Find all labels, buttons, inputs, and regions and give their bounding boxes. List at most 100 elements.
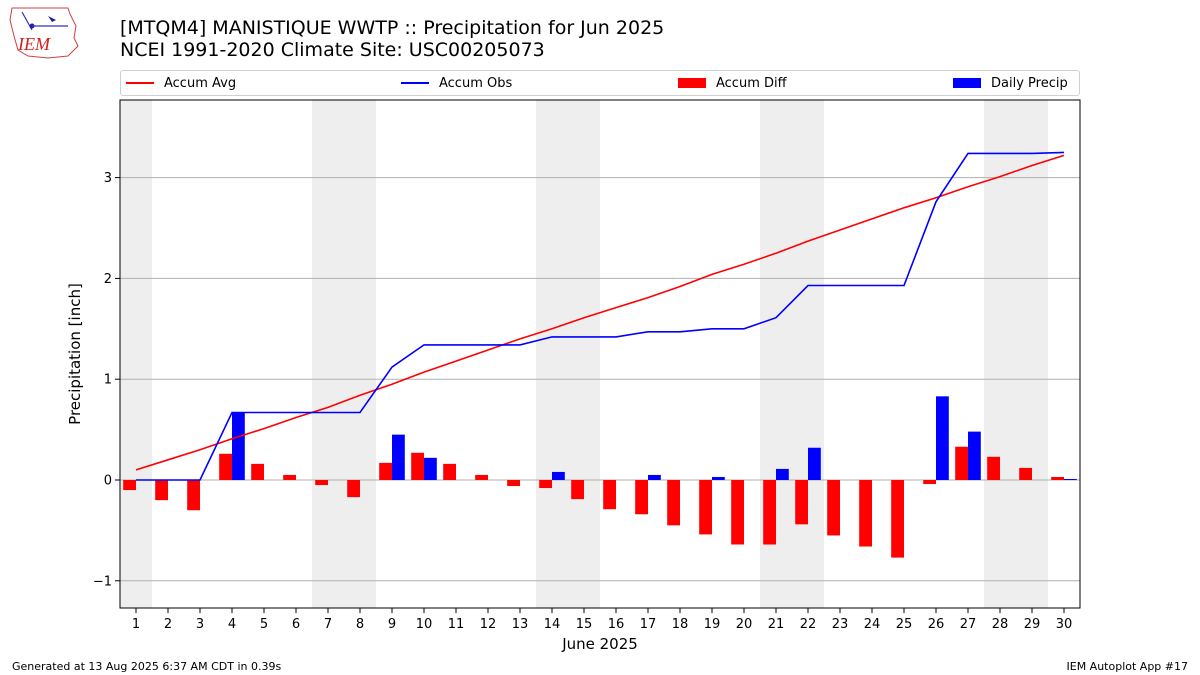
logo-text: IEM	[17, 34, 51, 54]
chart-subtitle: NCEI 1991-2020 Climate Site: USC00205073	[120, 39, 545, 61]
x-tick-label: 5	[260, 617, 268, 632]
legend: Accum Avg Accum Obs Accum Diff Daily Pre…	[120, 70, 1080, 96]
accum-diff-bar	[507, 479, 520, 487]
x-tick-label: 11	[448, 617, 465, 632]
x-tick-label: 30	[1056, 617, 1073, 632]
legend-label-accum-avg: Accum Avg	[164, 75, 237, 91]
accum-diff-bar	[571, 479, 584, 500]
x-tick-label: 16	[608, 617, 625, 632]
accum-diff-bar	[443, 463, 456, 480]
x-tick-label: 25	[896, 617, 913, 632]
accum-diff-bar	[251, 463, 264, 480]
accum-diff-bar	[1019, 467, 1032, 480]
accum-diff-bar	[283, 474, 296, 480]
daily-precip-bar	[808, 447, 821, 480]
legend-item-daily-precip: Daily Precip	[953, 74, 1068, 92]
daily-precip-bar	[712, 476, 725, 480]
legend-label-accum-diff: Accum Diff	[716, 75, 787, 91]
daily-precip-bar	[552, 471, 565, 480]
y-axis-label: Precipitation [inch]	[66, 283, 84, 425]
x-tick-label: 21	[768, 617, 785, 632]
x-tick-label: 8	[356, 617, 364, 632]
accum-diff-bar	[987, 456, 1000, 480]
accum-diff-bar	[155, 479, 168, 501]
accum-diff-bar	[411, 452, 424, 480]
x-tick-label: 22	[800, 617, 817, 632]
legend-swatch-accum-obs	[401, 82, 429, 84]
y-tick-label: 0	[104, 473, 112, 488]
accum-diff-bar	[763, 479, 776, 545]
x-tick-label: 15	[576, 617, 593, 632]
x-tick-label: 28	[992, 617, 1009, 632]
accum-diff-bar	[123, 479, 136, 491]
legend-swatch-accum-diff	[678, 78, 706, 88]
accum-diff-bar	[347, 479, 360, 498]
x-tick-label: 27	[960, 617, 977, 632]
weekend-shade	[984, 100, 1048, 608]
x-tick-label: 17	[640, 617, 657, 632]
x-tick-label: 4	[228, 617, 236, 632]
daily-precip-bar	[1064, 478, 1077, 480]
plot-frame	[119, 99, 1081, 609]
x-tick-label: 10	[416, 617, 433, 632]
accum-diff-bar	[475, 474, 488, 480]
daily-precip-bar	[936, 396, 949, 480]
accum-diff-bar	[635, 479, 648, 515]
y-tick-label: 1	[104, 373, 112, 388]
legend-swatch-daily-precip	[953, 78, 981, 88]
accum-diff-bar	[603, 479, 616, 510]
x-tick-label: 2	[164, 617, 172, 632]
daily-precip-bar	[232, 412, 245, 480]
accum-diff-bar	[667, 479, 680, 526]
accum-diff-bar	[923, 479, 936, 485]
x-tick-label: 7	[324, 617, 332, 632]
x-tick-label: 19	[704, 617, 721, 632]
accum-diff-bar	[859, 479, 872, 547]
accum-diff-bar	[379, 462, 392, 480]
legend-item-accum-obs: Accum Obs	[401, 74, 512, 92]
accum-diff-bar	[539, 479, 552, 489]
footer-app-text: IEM Autoplot App #17	[1066, 660, 1189, 673]
footer-generated-text: Generated at 13 Aug 2025 6:37 AM CDT in …	[12, 660, 282, 673]
weekend-shade	[312, 100, 376, 608]
x-tick-label: 13	[512, 617, 529, 632]
daily-precip-bar	[968, 431, 981, 480]
accum-diff-bar	[891, 479, 904, 558]
accum-diff-bar	[315, 479, 328, 486]
legend-label-accum-obs: Accum Obs	[439, 75, 513, 91]
accum-diff-bar	[795, 479, 808, 525]
x-tick-label: 14	[544, 617, 561, 632]
x-tick-label: 1	[132, 617, 140, 632]
legend-item-accum-diff: Accum Diff	[678, 74, 787, 92]
chart-title: [MTQM4] MANISTIQUE WWTP :: Precipitation…	[120, 17, 665, 39]
y-tick-label: −1	[93, 574, 112, 589]
x-tick-label: 6	[292, 617, 300, 632]
accum-diff-bar	[699, 479, 712, 535]
weekend-shade	[120, 100, 152, 608]
x-tick-label: 23	[832, 617, 849, 632]
x-tick-label: 20	[736, 617, 753, 632]
y-tick-label: 3	[104, 171, 112, 186]
accum-diff-bar	[187, 479, 200, 511]
legend-label-daily-precip: Daily Precip	[991, 75, 1068, 91]
accum-diff-bar	[827, 479, 840, 536]
daily-precip-bar	[424, 457, 437, 480]
accum-diff-bar	[731, 479, 744, 545]
x-axis-label: June 2025	[561, 635, 638, 653]
x-tick-label: 12	[480, 617, 497, 632]
x-tick-label: 29	[1024, 617, 1041, 632]
daily-precip-bar	[392, 434, 405, 480]
accum-diff-bar	[955, 446, 968, 480]
x-tick-label: 24	[864, 617, 881, 632]
accum-avg-line	[135, 154, 1065, 471]
x-tick-label: 18	[672, 617, 689, 632]
accum-diff-bar	[1051, 476, 1064, 480]
daily-precip-bar	[776, 468, 789, 480]
x-tick-label: 26	[928, 617, 945, 632]
x-tick-label: 3	[196, 617, 204, 632]
iem-logo: IEM	[9, 7, 79, 59]
x-tick-label: 9	[388, 617, 396, 632]
accum-diff-bar	[219, 453, 232, 480]
accum-obs-line	[136, 151, 1065, 481]
